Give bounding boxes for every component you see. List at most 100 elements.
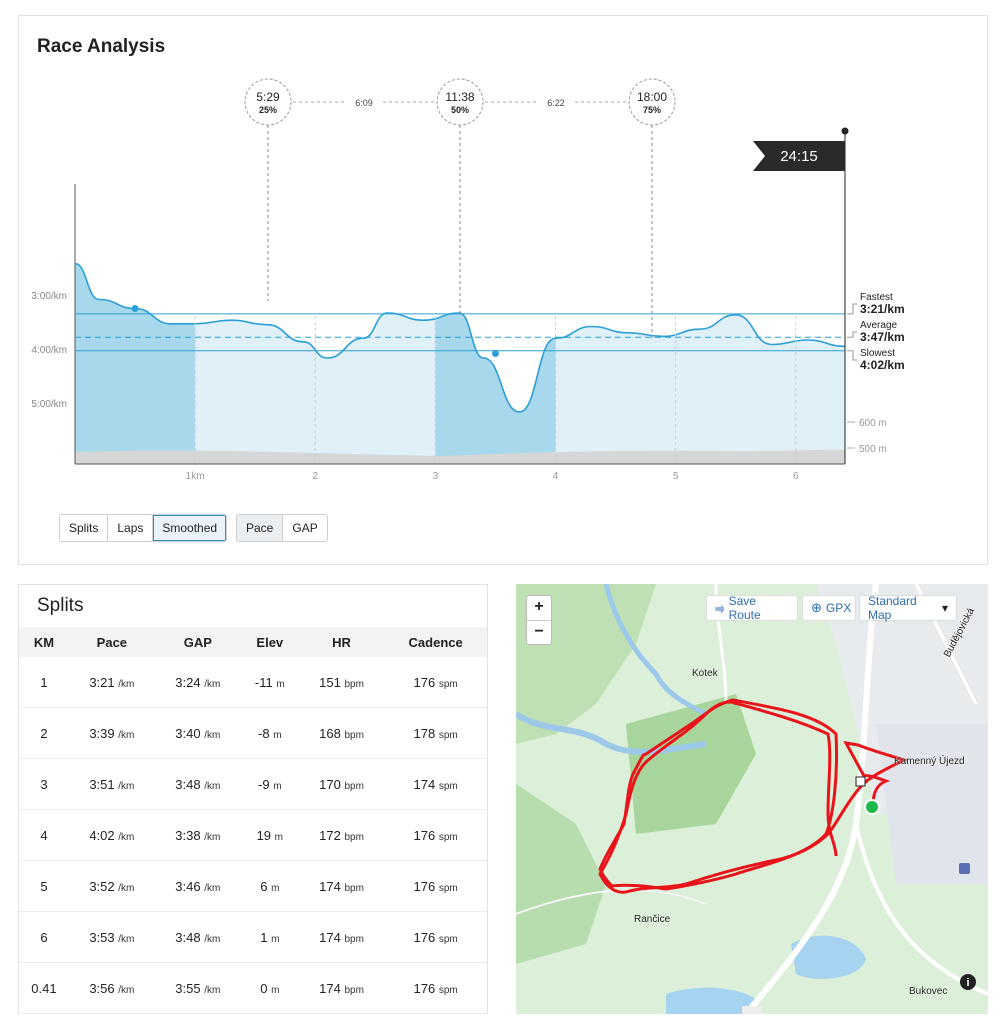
split-elev: 6 m bbox=[240, 860, 299, 912]
split-gap-unit: /km bbox=[204, 984, 221, 996]
split-gap: 3:38 /km bbox=[154, 809, 241, 861]
elev-tick-label: 500 m bbox=[859, 444, 887, 455]
split-elev-unit: m bbox=[271, 933, 280, 945]
split-pace-value: 3:52 bbox=[89, 878, 115, 894]
split-hr: 168 bpm bbox=[298, 707, 385, 759]
time-marker-circle bbox=[244, 78, 292, 126]
splits-header-row: KM Pace GAP Elev HR Cadence bbox=[19, 627, 487, 657]
marker-time: 11:38 bbox=[445, 90, 474, 104]
y-tick-label: 3:00/km bbox=[31, 291, 67, 302]
svg-text:i: i bbox=[966, 977, 969, 989]
x-tick-label: 2 bbox=[312, 471, 318, 482]
split-gap-unit: /km bbox=[204, 729, 221, 741]
fastest-value: 3:21/km bbox=[860, 302, 905, 316]
start-marker[interactable] bbox=[864, 799, 880, 815]
split-gap: 3:48 /km bbox=[154, 758, 241, 810]
split-elev-unit: m bbox=[274, 831, 284, 843]
map-type-label: Standard Map bbox=[868, 594, 917, 622]
split-km-value: 2 bbox=[40, 725, 48, 741]
time-marker-circle bbox=[628, 78, 676, 126]
split-hr-unit: bpm bbox=[344, 933, 364, 945]
split-pace-value: 3:51 bbox=[89, 776, 115, 792]
split-cadence-unit: spm bbox=[438, 831, 458, 843]
col-hr: HR bbox=[332, 634, 351, 650]
split-elev-unit: m bbox=[273, 729, 282, 741]
average-label: Average bbox=[860, 320, 898, 331]
split-km: 0.41 bbox=[19, 962, 69, 1014]
split-row: 1 3:21 /km 3:24 /km -11 m 151 bpm 176 spm bbox=[19, 657, 487, 708]
y-tick-label: 4:00/km bbox=[31, 345, 67, 356]
pace-toggle[interactable]: Pace bbox=[237, 515, 284, 541]
split-elev-unit: m bbox=[271, 984, 280, 996]
finish-flag-icon[interactable] bbox=[855, 776, 866, 787]
zoom-in-button[interactable]: + bbox=[527, 596, 551, 621]
split-row: 3 3:51 /km 3:48 /km -9 m 170 bpm 174 spm bbox=[19, 758, 487, 810]
split-hr-unit: bpm bbox=[344, 780, 364, 792]
split-elev: -9 m bbox=[240, 758, 299, 810]
fastest-point bbox=[131, 305, 139, 312]
split-cadence-unit: spm bbox=[438, 882, 458, 894]
split-pace: 3:53 /km bbox=[68, 911, 155, 963]
split-gap-value: 3:55 bbox=[175, 980, 201, 996]
split-hr: 170 bpm bbox=[298, 758, 385, 810]
route-icon: ⥤ bbox=[715, 600, 725, 615]
split-km-value: 4 bbox=[40, 827, 48, 843]
split-cadence-unit: spm bbox=[438, 729, 458, 741]
pace-area-band bbox=[75, 263, 196, 456]
average-value: 3:47/km bbox=[860, 330, 905, 344]
split-hr: 174 bpm bbox=[298, 962, 385, 1014]
split-cadence: 174 spm bbox=[384, 758, 487, 810]
smoothed-toggle[interactable]: Smoothed bbox=[153, 515, 227, 541]
split-hr: 174 bpm bbox=[298, 860, 385, 912]
split-pace-unit: /km bbox=[118, 729, 135, 741]
split-elev-value: -11 bbox=[254, 674, 273, 690]
split-pace-value: 3:56 bbox=[89, 980, 115, 996]
laps-toggle[interactable]: Laps bbox=[108, 515, 154, 541]
fastest-label: Fastest bbox=[860, 292, 893, 303]
split-elev-value: 0 bbox=[260, 980, 268, 996]
split-elev: 19 m bbox=[240, 809, 299, 861]
race-analysis-panel: Race Analysis 3:00/km 4:00/km 5:00/km 1km 2 3… bbox=[18, 15, 988, 565]
split-pace: 3:39 /km bbox=[68, 707, 155, 759]
finish-flag bbox=[753, 141, 845, 171]
split-row: 2 3:39 /km 3:40 /km -8 m 168 bpm 178 spm bbox=[19, 707, 487, 759]
route-map[interactable]: i + − ⥤ Save Route ⊕ GPX Standard Map ▾ … bbox=[516, 584, 988, 1014]
metric-toggle-group: Pace GAP bbox=[236, 514, 328, 542]
map-canvas[interactable]: i bbox=[516, 584, 988, 1014]
split-hr: 174 bpm bbox=[298, 911, 385, 963]
split-hr-unit: bpm bbox=[344, 678, 364, 690]
split-pace-value: 3:21 bbox=[89, 674, 115, 690]
splits-panel: Splits KM Pace GAP Elev HR Cadence 1 3:21… bbox=[18, 584, 488, 1014]
split-elev: -11 m bbox=[240, 657, 299, 708]
map-type-dropdown[interactable]: Standard Map ▾ bbox=[859, 594, 957, 622]
split-cadence: 176 spm bbox=[384, 657, 487, 708]
split-km: 2 bbox=[19, 707, 69, 759]
split-pace: 4:02 /km bbox=[68, 809, 155, 861]
slowest-point bbox=[491, 350, 499, 357]
split-km: 3 bbox=[19, 758, 69, 810]
gpx-button[interactable]: ⊕ GPX bbox=[802, 595, 856, 621]
split-row: 4 4:02 /km 3:38 /km 19 m 172 bpm 176 spm bbox=[19, 809, 487, 861]
map-info-icon[interactable] bbox=[960, 974, 976, 990]
save-route-button[interactable]: ⥤ Save Route bbox=[706, 594, 798, 622]
place-kotek: Kotek bbox=[692, 668, 718, 679]
split-hr: 151 bpm bbox=[298, 657, 385, 708]
split-hr-value: 151 bbox=[319, 674, 341, 690]
gap-toggle[interactable]: GAP bbox=[283, 515, 327, 541]
split-elev-value: 1 bbox=[260, 929, 268, 945]
split-cadence: 176 spm bbox=[384, 911, 487, 963]
split-pace-unit: /km bbox=[118, 831, 135, 843]
split-km-value: 6 bbox=[40, 929, 48, 945]
split-pace-unit: /km bbox=[118, 984, 135, 996]
ref-label-connector bbox=[847, 331, 857, 338]
split-gap-unit: /km bbox=[204, 831, 221, 843]
x-tick-label: 4 bbox=[553, 471, 559, 482]
split-pace-unit: /km bbox=[118, 933, 135, 945]
split-hr-value: 174 bbox=[319, 878, 341, 894]
pace-area-band bbox=[555, 314, 845, 456]
split-cadence: 176 spm bbox=[384, 809, 487, 861]
splits-toggle[interactable]: Splits bbox=[60, 515, 109, 541]
ref-label-connector bbox=[847, 350, 857, 361]
zoom-out-button[interactable]: − bbox=[534, 623, 544, 640]
split-row: 5 3:52 /km 3:46 /km 6 m 174 bpm 176 spm bbox=[19, 860, 487, 912]
